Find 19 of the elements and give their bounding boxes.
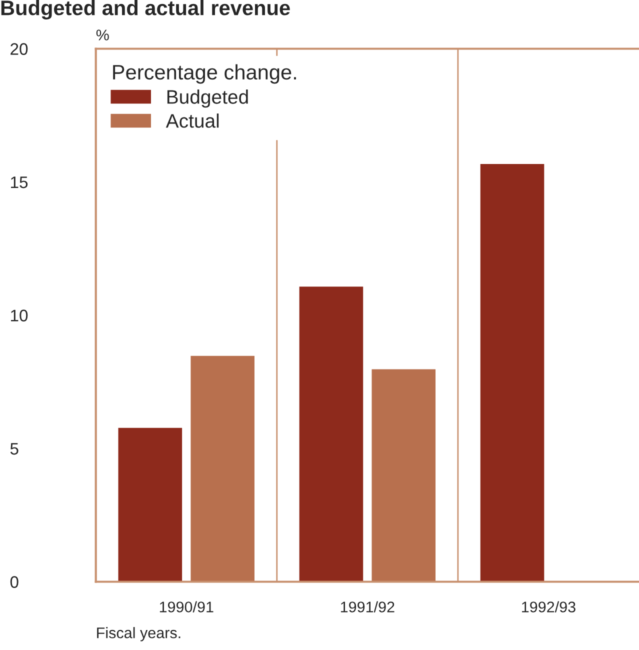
- y-tick-label: 10: [11, 310, 28, 322]
- bar: [298, 285, 364, 582]
- bar: [370, 368, 437, 582]
- bar: [116, 426, 184, 582]
- x-tick-label: 1991/92: [340, 601, 394, 612]
- y-tick-label: 20: [10, 43, 28, 55]
- y-tick-label: 0: [10, 576, 18, 588]
- y-axis-title: %: [96, 30, 109, 40]
- y-tick-label: 5: [10, 443, 18, 455]
- chart-title: Budgeted and actual revenue: [1, 0, 290, 20]
- x-tick-label: 1990/91: [160, 601, 214, 612]
- legend-label: Budgeted: [167, 90, 248, 108]
- bar: [478, 162, 546, 582]
- x-axis-title: Fiscal years.: [97, 627, 180, 642]
- legend-label: Actual: [166, 114, 219, 128]
- bar: [189, 354, 256, 582]
- x-tick-label: 1992/93: [522, 601, 576, 612]
- y-tick-label: 15: [11, 176, 28, 188]
- legend-title: Percentage change.: [113, 64, 296, 84]
